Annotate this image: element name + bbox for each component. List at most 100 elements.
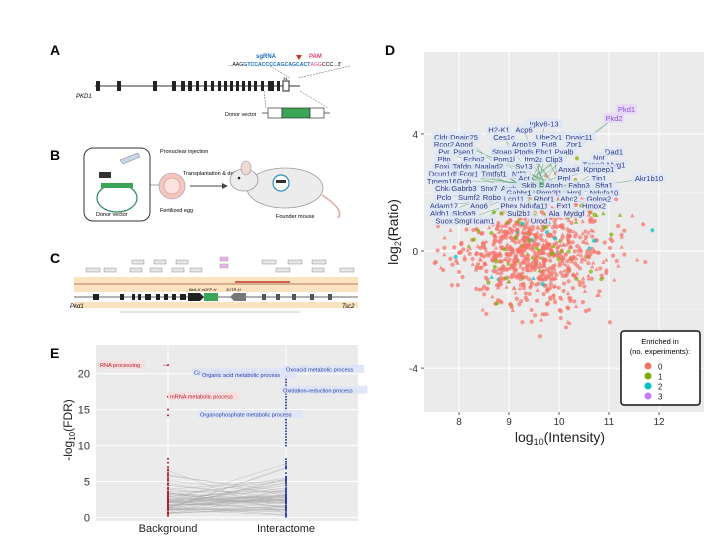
scatter-point: [641, 222, 646, 227]
scatter-point: [512, 263, 518, 268]
annotation-box: [168, 392, 240, 401]
protein-label: Tmtfsf1: [481, 169, 506, 178]
scatter-point: [524, 297, 530, 303]
panel-c: C: [50, 250, 358, 313]
right-homology-arm: [309, 107, 325, 119]
protein-label: Adam17: [430, 202, 458, 211]
protein-label-box: [498, 200, 520, 211]
scatter-point: [576, 248, 581, 253]
scatter-point: [483, 245, 488, 250]
scatter-point: [513, 235, 518, 240]
scatter-point: [557, 238, 562, 243]
scatter-point: [532, 257, 537, 262]
protein-label: Akr1b10: [635, 174, 663, 183]
interactome-point: [285, 421, 287, 424]
scatter-point: [496, 266, 501, 271]
donor-vector-caption: Donor vector: [96, 212, 128, 218]
scatter-point: [494, 301, 500, 306]
scatter-point: [622, 228, 627, 233]
panel-c-label: C: [50, 250, 60, 266]
legend-swatch: [644, 372, 652, 380]
plot-e-ylabel: -log10(FDR): [61, 399, 77, 461]
protein-label: Pltp: [437, 155, 450, 164]
scatter-point: [568, 296, 573, 301]
interactome-point: [285, 505, 287, 508]
scatter-point: [534, 242, 539, 247]
interactome-point: [285, 501, 287, 504]
scatter-point: [459, 249, 464, 255]
protein-label: Sfta1: [595, 181, 613, 190]
scatter-point: [515, 231, 521, 236]
scatter-point: [566, 217, 571, 222]
protein-label: Zpr1: [566, 140, 582, 149]
plot-e-axes: 0 5 10 15 20 Background Interactome: [78, 369, 315, 535]
protein-label: Pml: [557, 174, 570, 183]
protein-label-box: [533, 146, 555, 157]
protein-label: Rhot1: [534, 194, 554, 203]
protein-label-box: [504, 207, 534, 218]
scatter-point: [495, 285, 501, 290]
scatter-point: [597, 289, 602, 294]
scatter-point: [470, 262, 475, 267]
scatter-point: [565, 263, 571, 268]
go-term-annotation: RNA processing: [100, 363, 140, 369]
scatter-point: [504, 251, 510, 256]
scatter-point: [561, 261, 566, 266]
scatter-point: [494, 254, 500, 259]
scatter-point: [517, 286, 523, 291]
scatter-point: [592, 218, 597, 224]
background-point: [167, 476, 169, 479]
interactome-point: [285, 438, 287, 441]
scatter-point: [504, 243, 509, 248]
e-y-tick-label: 10: [78, 441, 90, 453]
scatter-point: [539, 233, 544, 238]
protein-label-box: [521, 153, 547, 164]
x-tick-label: 11: [604, 417, 615, 428]
cas9-rnp: [99, 172, 111, 178]
scatter-point: [523, 256, 528, 261]
e-category-label: Background: [139, 523, 198, 535]
scatter-point: [510, 237, 515, 242]
exon-number-label: 34: [283, 76, 288, 81]
scatter-point: [567, 320, 572, 325]
scatter-point: [492, 264, 497, 270]
interactome-point: [285, 462, 287, 465]
injection-needle: [119, 152, 141, 165]
legend-title-line2: (no. experiments):: [630, 347, 690, 356]
scatter-point: [558, 242, 563, 247]
scatter-point: [622, 252, 627, 257]
scatter-point: [575, 263, 580, 268]
scatter-point: [580, 300, 586, 305]
protein-label: Snx7: [480, 184, 497, 193]
scatter-point: [591, 260, 596, 265]
scatter-point: [574, 256, 579, 261]
scatter-point: [557, 263, 562, 268]
interactome-point: [285, 510, 287, 513]
panel-a-label: A: [50, 42, 60, 58]
scatter-point: [483, 275, 488, 280]
background-point: [167, 414, 169, 417]
scatter-point: [539, 264, 544, 269]
scatter-point: [553, 236, 558, 241]
go-term-annotation: Oxidation-reduction process: [283, 388, 353, 394]
interactome-point: [285, 508, 287, 511]
protein-label: Itm2a: [525, 155, 545, 164]
scatter-point: [545, 273, 551, 278]
legend-swatch: [644, 362, 652, 370]
scatter-point: [533, 313, 538, 318]
x-tick-label: 12: [653, 417, 665, 428]
scatter-point: [535, 224, 540, 229]
transplant-label: Transplantation & delivery: [183, 171, 247, 177]
scatter-point: [522, 260, 527, 265]
plasmid-insert: [101, 183, 133, 188]
plot-d-xlabel: log10(Intensity): [515, 429, 605, 447]
scatter-point: [522, 226, 527, 232]
scatter-point: [534, 258, 539, 263]
scatter-point: [582, 289, 588, 294]
scatter-point: [522, 222, 528, 227]
scatter-point: [523, 217, 528, 222]
background-point: [167, 503, 169, 506]
scatter-point: [454, 259, 459, 264]
